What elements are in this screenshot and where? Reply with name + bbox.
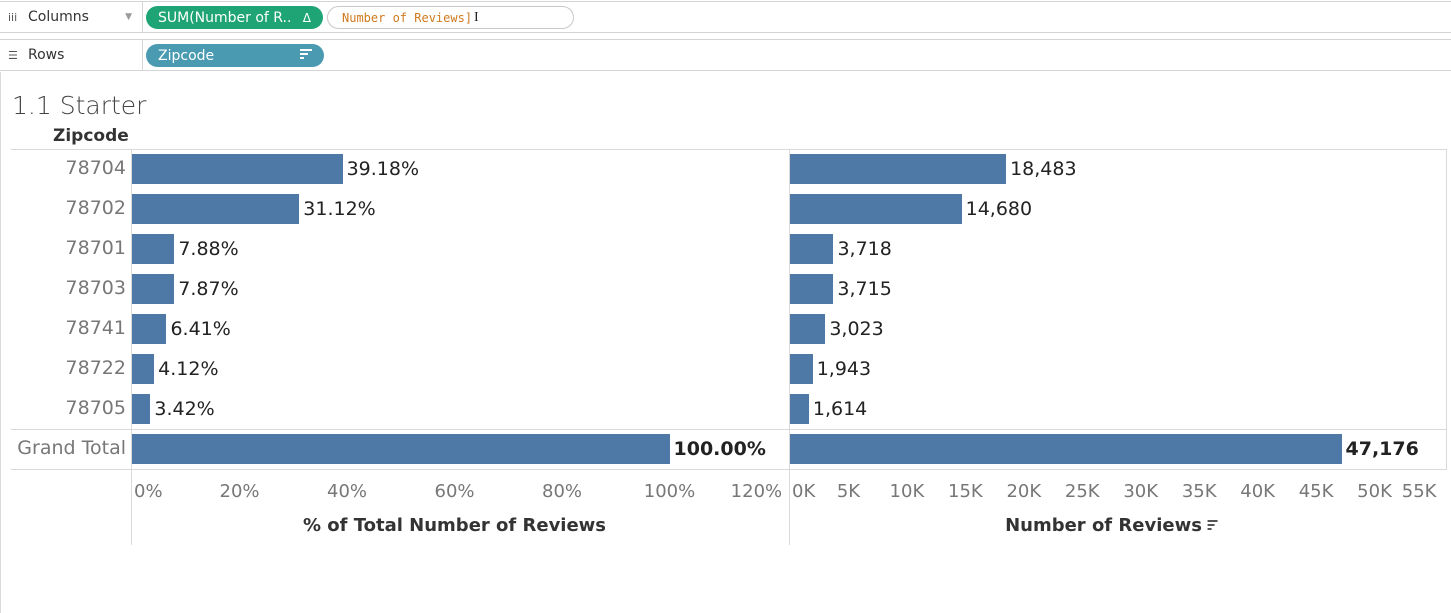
data-label: 1,614	[812, 398, 868, 420]
rows-shelf[interactable]: ☰ Rows Zipcode	[0, 39, 1451, 71]
bar[interactable]	[790, 274, 834, 304]
row-label[interactable]: 78705	[65, 397, 126, 419]
bar[interactable]	[132, 314, 167, 344]
view-border	[0, 72, 1, 613]
bar[interactable]	[790, 154, 1007, 184]
row-label[interactable]: Grand Total	[17, 437, 126, 459]
axis-tick-label: 80%	[541, 481, 583, 502]
axis-tick-label: 35K	[1181, 481, 1217, 502]
axis-tick-label: 60%	[434, 481, 475, 502]
bar[interactable]	[790, 434, 1342, 464]
axis-title-text: Number of Reviews	[1005, 515, 1202, 536]
row-label[interactable]: 78741	[65, 317, 126, 339]
sheet-title: 1.1 Starter	[12, 91, 147, 120]
data-label: 39.18%	[346, 158, 420, 180]
sort-descending-icon[interactable]	[300, 49, 312, 61]
axis-tick-label: 100%	[643, 481, 696, 502]
bar[interactable]	[790, 314, 826, 344]
axis-tick-label: 55K	[1401, 481, 1437, 502]
row-label[interactable]: 78703	[65, 277, 126, 299]
bar[interactable]	[790, 194, 962, 224]
axis-tick-label: 15K	[948, 481, 983, 502]
grid-line-top	[11, 149, 1447, 150]
axis-tick-label: 45K	[1298, 481, 1334, 502]
dimension-pill-label: Zipcode	[158, 47, 215, 64]
measure-pill[interactable]: SUM(Number of R.. Δ	[146, 6, 323, 29]
data-label: 1,943	[816, 358, 872, 380]
rows-label-text: Rows	[28, 47, 65, 63]
grid-line-axis	[11, 469, 1447, 470]
axis-tick-label: 20K	[1006, 481, 1042, 502]
pane-divider-left	[131, 149, 132, 545]
bar[interactable]	[790, 394, 809, 424]
rows-icon: ☰	[8, 48, 18, 62]
rows-shelf-label: ☰ Rows	[0, 40, 143, 70]
data-label: 14,680	[965, 198, 1033, 220]
bar[interactable]	[790, 354, 813, 384]
row-label[interactable]: 78701	[65, 237, 126, 259]
axis-title[interactable]: % of Total Number of Reviews	[303, 515, 606, 536]
data-label: 18,483	[1010, 158, 1077, 180]
data-label: 7.88%	[178, 238, 239, 260]
row-label[interactable]: 78722	[65, 357, 126, 379]
measure-pill-label: SUM(Number of R..	[158, 9, 292, 26]
data-label: 3,715	[837, 278, 892, 300]
row-label[interactable]: 78704	[65, 157, 126, 179]
pane-divider-end	[1446, 149, 1447, 469]
axis-tick-label: 50K	[1357, 481, 1392, 502]
bar[interactable]	[132, 434, 670, 464]
data-label: 6.41%	[170, 318, 231, 340]
bar[interactable]	[132, 394, 151, 424]
bar[interactable]	[790, 234, 834, 264]
data-label: 3,023	[829, 318, 884, 340]
data-label: 3.42%	[154, 398, 215, 420]
axis-tick-label: 0K	[792, 481, 816, 502]
pill-edit-input[interactable]: Number of Reviews] I	[327, 6, 574, 29]
data-label: 47,176	[1345, 438, 1419, 460]
axis-title[interactable]: Number of Reviews	[1005, 515, 1218, 536]
data-label: 3,718	[837, 238, 892, 260]
row-label[interactable]: 78702	[65, 197, 126, 219]
columns-shelf[interactable]: iii Columns ▼ SUM(Number of R.. Δ Number…	[0, 1, 1451, 33]
axis-tick-label: 5K	[836, 481, 861, 502]
grid-line-grand-total	[11, 429, 1447, 430]
bar[interactable]	[132, 154, 343, 184]
axis-tick-label: 40%	[326, 481, 368, 502]
data-label: 100.00%	[673, 438, 766, 460]
data-label: 7.87%	[178, 278, 239, 300]
axis-tick-label: 40K	[1240, 481, 1275, 502]
sort-descending-icon[interactable]	[1207, 520, 1218, 532]
dimension-pill[interactable]: Zipcode	[146, 44, 324, 67]
pill-edit-text: Number of Reviews]	[342, 10, 473, 25]
columns-label-text: Columns	[28, 9, 89, 25]
chevron-down-icon[interactable]: ▼	[125, 12, 132, 22]
bar[interactable]	[132, 274, 175, 304]
text-cursor-icon: I	[474, 9, 479, 25]
delta-icon: Δ	[302, 10, 311, 25]
axis-tick-label: 10K	[889, 481, 925, 502]
pane-divider-right	[789, 149, 790, 545]
data-label: 4.12%	[158, 358, 219, 380]
columns-icon: iii	[8, 10, 18, 24]
axis-title-text: % of Total Number of Reviews	[302, 515, 607, 536]
axis-tick-label: 0%	[134, 481, 163, 502]
columns-shelf-label: iii Columns ▼	[0, 2, 143, 32]
axis-tick-label: 20%	[219, 481, 260, 502]
bar[interactable]	[132, 234, 175, 264]
row-header-zipcode: Zipcode	[53, 126, 129, 146]
axis-tick-label: 25K	[1064, 481, 1100, 502]
data-label: 31.12%	[303, 198, 376, 220]
bar[interactable]	[132, 194, 300, 224]
bar[interactable]	[132, 354, 155, 384]
axis-tick-label: 30K	[1123, 481, 1159, 502]
axis-tick-label: 120%	[730, 481, 783, 502]
